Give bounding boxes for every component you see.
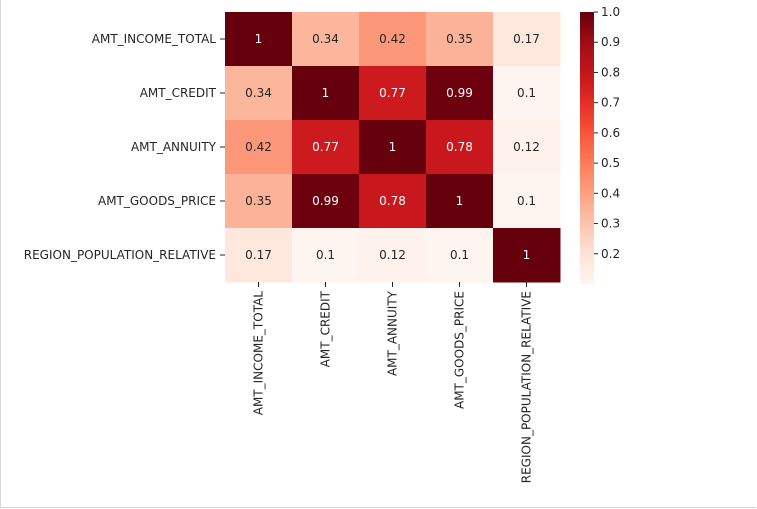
heatmap-cell [493,228,561,283]
column-tick-labels: AMT_INCOME_TOTAL AMT_CREDIT AMT_ANNUITY AMT… [252,282,534,483]
colorbar-tick-label: 0.5 [601,156,620,170]
column-tick-label: AMT_INCOME_TOTAL [252,291,266,416]
cell-value-label: 0.78 [379,194,406,208]
colorbar-tick-label: 0.9 [601,35,620,49]
heatmap-cell [359,66,427,121]
heatmap-cell [493,66,561,121]
heatmap-cell [292,66,360,121]
heatmap-cell [225,228,293,283]
colorbar-tick-label: 1.0 [601,5,620,19]
heatmap-cell [359,120,427,175]
cell-value-label: 0.42 [379,32,406,46]
colorbar-tick-label: 0.2 [601,247,620,261]
column-tick-label: AMT_GOODS_PRICE [453,291,467,409]
cell-value-label: 0.42 [245,140,272,154]
cell-value-label: 1 [389,140,397,154]
cell-value-label: 1 [456,194,464,208]
column-tick-label: REGION_POPULATION_RELATIVE [520,291,534,483]
colorbar-tick-label: 0.6 [601,126,620,140]
heatmap-cells: 1 0.34 0.42 0.35 0.17 0.34 1 0.77 0.99 0.1 0.42 0.7… [225,12,561,283]
cell-value-label: 0.99 [446,86,473,100]
cell-value-label: 0.78 [446,140,473,154]
heatmap-cell [426,228,494,283]
colorbar-tick-label: 0.3 [601,217,620,231]
cell-value-label: 0.34 [245,86,272,100]
row-tick-labels: AMT_INCOME_TOTAL AMT_CREDIT AMT_ANNUITY AMT… [24,32,225,262]
heatmap-cell [426,66,494,121]
colorbar-tick-label: 0.8 [601,65,620,79]
column-tick-label: AMT_ANNUITY [386,290,400,376]
cell-value-label: 0.34 [312,32,339,46]
heatmap-cell [292,228,360,283]
cell-value-label: 1 [523,248,531,262]
heatmap-cell [426,120,494,175]
heatmap-cell [292,12,360,67]
colorbar-gradient [580,12,594,284]
cell-value-label: 0.1 [517,86,536,100]
heatmap-cell [493,120,561,175]
heatmap-cell [225,174,293,229]
heatmap-cell [292,174,360,229]
cell-value-label: 0.35 [245,194,272,208]
cell-value-label: 0.12 [513,140,540,154]
heatmap-cell [493,12,561,67]
cell-value-label: 0.1 [517,194,536,208]
heatmap-cell [225,120,293,175]
heatmap-cell [292,120,360,175]
row-tick-label: AMT_CREDIT [140,86,217,100]
heatmap-cell [426,174,494,229]
heatmap-cell [225,12,293,67]
heatmap-cell [225,66,293,121]
heatmap-cell [359,228,427,283]
cell-value-label: 0.12 [379,248,406,262]
row-tick-label: AMT_INCOME_TOTAL [92,32,217,46]
heatmap-cell [359,12,427,67]
row-tick-label: REGION_POPULATION_RELATIVE [24,248,216,262]
row-tick-label: AMT_GOODS_PRICE [98,194,216,208]
cell-value-label: 1 [255,32,263,46]
cell-value-label: 0.35 [446,32,473,46]
row-tick-label: AMT_ANNUITY [131,140,217,154]
heatmap-cell [426,12,494,67]
colorbar-tick-label: 0.4 [601,186,620,200]
cell-value-label: 1 [322,86,330,100]
heatmap-cell [359,174,427,229]
cell-value-label: 0.17 [245,248,272,262]
column-tick-label: AMT_CREDIT [319,290,333,367]
cell-value-label: 0.1 [450,248,469,262]
cell-value-label: 0.99 [312,194,339,208]
cell-value-label: 0.77 [379,86,406,100]
cell-value-label: 0.17 [513,32,540,46]
heatmap-cell [493,174,561,229]
cell-value-label: 0.1 [316,248,335,262]
cell-value-label: 0.77 [312,140,339,154]
colorbar: 0.2 0.3 0.4 0.5 0.6 0.7 0.8 0.9 1.0 [580,5,620,284]
colorbar-tick-label: 0.7 [601,96,620,110]
